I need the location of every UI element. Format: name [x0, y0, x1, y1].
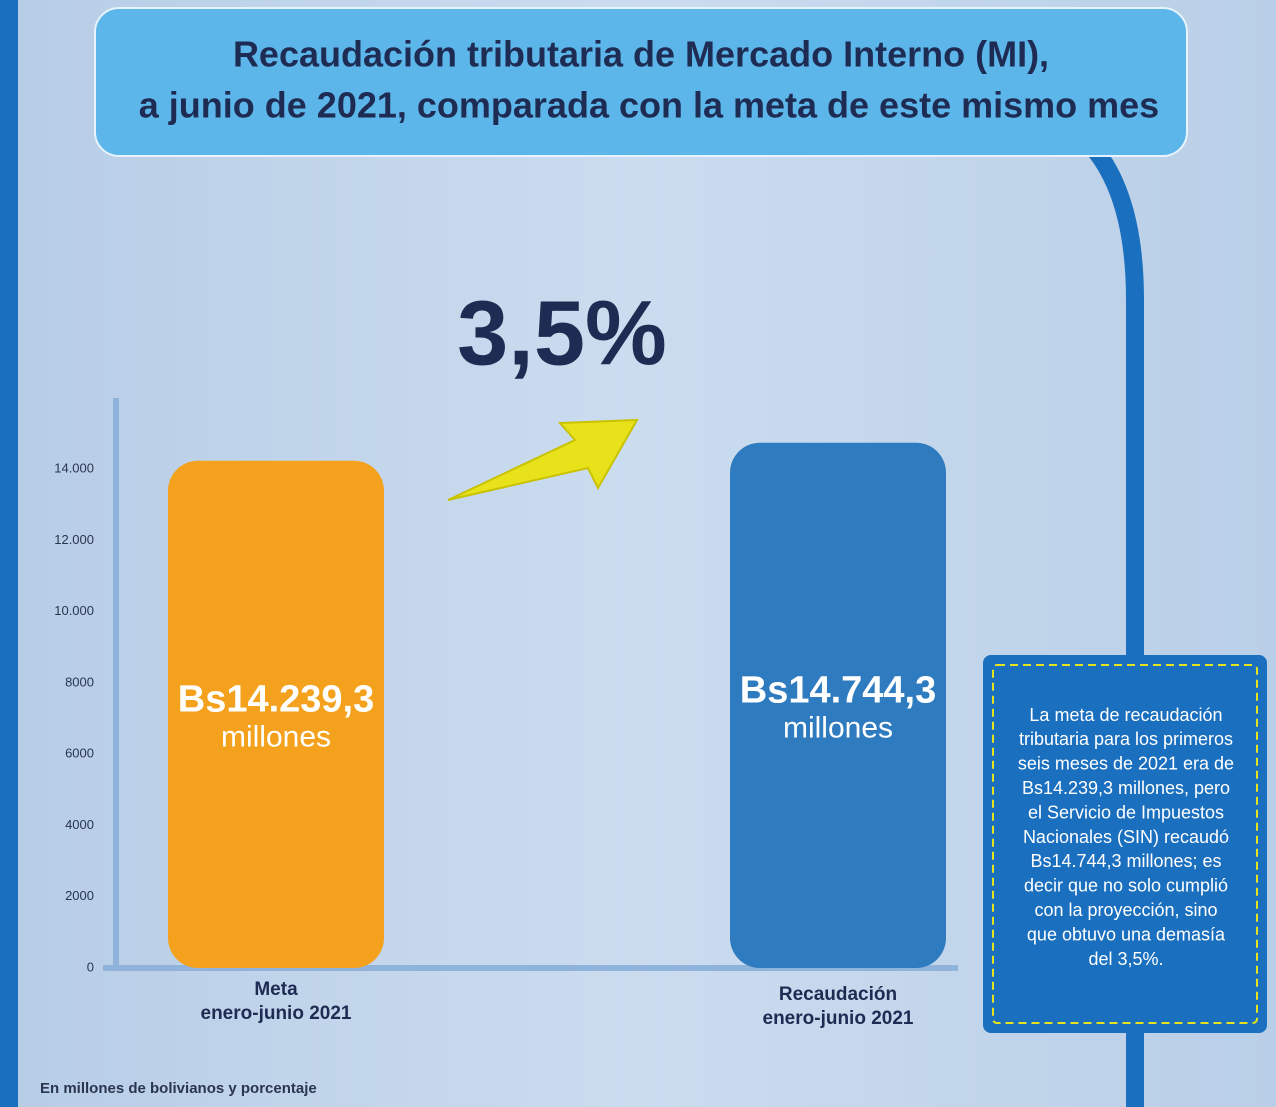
x-tick-label: enero-junio 2021 — [763, 1008, 914, 1029]
footnote: En millones de bolivianos y porcentaje — [40, 1080, 317, 1097]
note-text: del 3,5%. — [1088, 949, 1163, 969]
bar — [168, 460, 384, 968]
value-unit: millones — [221, 720, 331, 753]
x-tick-label: Recaudación — [779, 984, 897, 1005]
note-border — [992, 664, 1258, 1024]
note-text: seis meses de 2021 era de — [1018, 754, 1234, 774]
note-text: que obtuvo una demasía — [1027, 924, 1226, 944]
y-tick-label: 0 — [87, 959, 94, 974]
note-text: con la proyección, sino — [1034, 900, 1217, 920]
note-box — [983, 655, 1267, 1033]
note-text: tributaria para los primeros — [1019, 729, 1233, 749]
y-tick-label: 2000 — [65, 888, 94, 903]
note-text: Bs14.239,3 millones, pero — [1022, 778, 1230, 798]
y-tick-label: 4000 — [65, 817, 94, 832]
note-text: Nacionales (SIN) recaudó — [1023, 827, 1229, 847]
left-strip — [0, 0, 18, 1107]
note-text: La meta de recaudación — [1029, 705, 1222, 725]
value-unit: millones — [783, 711, 893, 744]
title-box — [94, 7, 1188, 157]
chart-title: Recaudación tributaria de Mercado Intern… — [233, 34, 1049, 75]
bar — [730, 442, 946, 968]
x-tick-label: Meta — [254, 979, 298, 1000]
note-text: Bs14.744,3 millones; es — [1030, 851, 1221, 871]
arrow — [447, 418, 639, 501]
note-text: el Servicio de Impuestos — [1028, 802, 1224, 822]
chart-title: a junio de 2021, comparada con la meta d… — [139, 85, 1159, 126]
decor-line — [1087, 144, 1144, 1107]
value-label: Bs14.744,3 — [740, 669, 937, 711]
y-tick-label: 8000 — [65, 674, 94, 689]
y-tick-label: 6000 — [65, 746, 94, 761]
annotation: 3,5% — [457, 282, 667, 384]
value-label: Bs14.239,3 — [178, 678, 375, 720]
note-text: decir que no solo cumplió — [1024, 876, 1228, 896]
y-tick-label: 10.000 — [54, 603, 94, 618]
x-tick-label: enero-junio 2021 — [201, 1003, 352, 1024]
y-tick-label: 14.000 — [54, 461, 94, 476]
y-tick-label: 12.000 — [54, 532, 94, 547]
